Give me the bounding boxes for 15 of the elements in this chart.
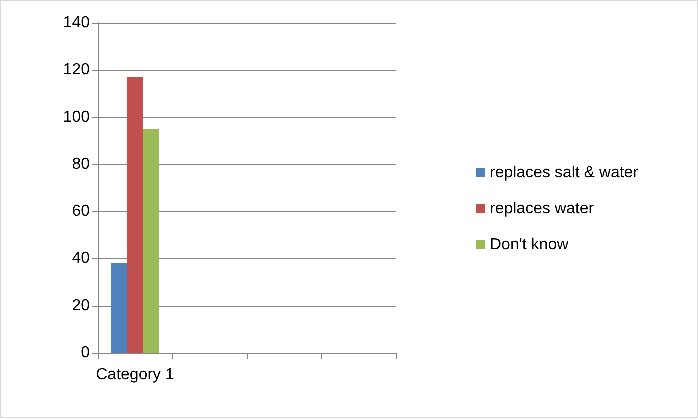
bar — [127, 77, 144, 353]
bar — [143, 129, 160, 353]
y-tick-label: 40 — [72, 250, 90, 268]
legend-label: replaces salt & water — [490, 164, 640, 182]
bar — [111, 263, 128, 353]
y-tick-label: 0 — [81, 344, 90, 362]
y-tick-label: 140 — [63, 14, 90, 32]
legend-label: Don't know — [490, 236, 570, 254]
y-tick-label: 100 — [63, 108, 90, 126]
x-tick-label: Category 1 — [96, 366, 174, 384]
y-tick-label: 80 — [72, 156, 90, 173]
y-tick-label: 120 — [63, 62, 90, 79]
y-tick-label: 60 — [72, 203, 90, 220]
legend-label: replaces water — [490, 200, 595, 218]
y-tick-label: 20 — [72, 297, 90, 314]
